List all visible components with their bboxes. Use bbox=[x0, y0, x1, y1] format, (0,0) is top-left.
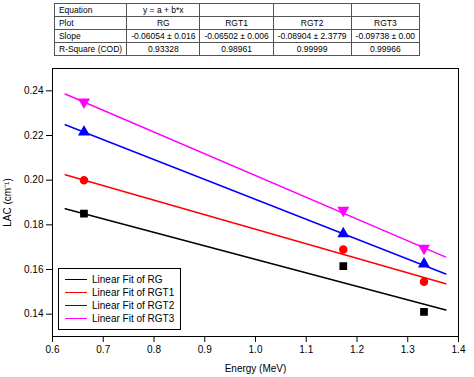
svg-text:1.4: 1.4 bbox=[452, 344, 466, 355]
html-text:RGT3: RGT3 bbox=[374, 18, 397, 28]
svg-text:0.9: 0.9 bbox=[198, 344, 212, 355]
html-text:Linear Fit of RGT2: Linear Fit of RGT2 bbox=[92, 300, 175, 311]
html-text:R-Square (COD): R-Square (COD) bbox=[58, 44, 123, 54]
svg-text:1.1: 1.1 bbox=[299, 344, 313, 355]
html-text:y = a + b*x: y = a + b*x bbox=[143, 5, 184, 15]
svg-text:0.22: 0.22 bbox=[24, 130, 44, 141]
html-text:Linear Fit of RGT1: Linear Fit of RGT1 bbox=[92, 287, 175, 298]
svg-text:0.24: 0.24 bbox=[24, 85, 44, 96]
html-text:RGT2: RGT2 bbox=[300, 18, 324, 28]
svg-text:0.7: 0.7 bbox=[96, 344, 110, 355]
svg-text:0.18: 0.18 bbox=[24, 219, 44, 230]
svg-text:1.3: 1.3 bbox=[401, 344, 415, 355]
html-text:-0.06502 ± 0.006: -0.06502 ± 0.006 bbox=[204, 31, 269, 41]
html-text:-0.08904 ± 2.3779: -0.08904 ± 2.3779 bbox=[277, 31, 347, 41]
html-text:RGT1: RGT1 bbox=[225, 18, 248, 28]
html-text:Equation: Equation bbox=[58, 5, 93, 15]
html-text:0.99966: 0.99966 bbox=[370, 44, 401, 54]
svg-text:0.16: 0.16 bbox=[24, 264, 44, 275]
svg-text:0.8: 0.8 bbox=[147, 344, 161, 355]
svg-text:1.2: 1.2 bbox=[350, 344, 364, 355]
svg-text:0.20: 0.20 bbox=[24, 174, 44, 185]
html-text:Plot: Plot bbox=[58, 18, 74, 28]
html-text:RG: RG bbox=[156, 18, 170, 28]
html-text:Linear Fit of RGT3: Linear Fit of RGT3 bbox=[92, 313, 175, 324]
html-text:-0.06054 ± 0.016: -0.06054 ± 0.016 bbox=[131, 31, 196, 41]
svg-text:0.6: 0.6 bbox=[46, 344, 60, 355]
html-text:0.93328: 0.93328 bbox=[147, 44, 179, 54]
html-text:-0.09738 ± 0.00: -0.09738 ± 0.00 bbox=[355, 31, 416, 41]
svg-text:0.14: 0.14 bbox=[24, 308, 44, 319]
html-text:0.99999: 0.99999 bbox=[296, 44, 328, 54]
html-text:Linear Fit of RG: Linear Fit of RG bbox=[92, 274, 163, 285]
html-text:Slope: Slope bbox=[58, 31, 81, 41]
svg-text:Energy (MeV): Energy (MeV) bbox=[225, 363, 287, 374]
svg-text:LAC (cm⁻¹): LAC (cm⁻¹) bbox=[2, 178, 13, 227]
svg-text:1.0: 1.0 bbox=[249, 344, 263, 355]
html-text:0.98961: 0.98961 bbox=[221, 44, 252, 54]
